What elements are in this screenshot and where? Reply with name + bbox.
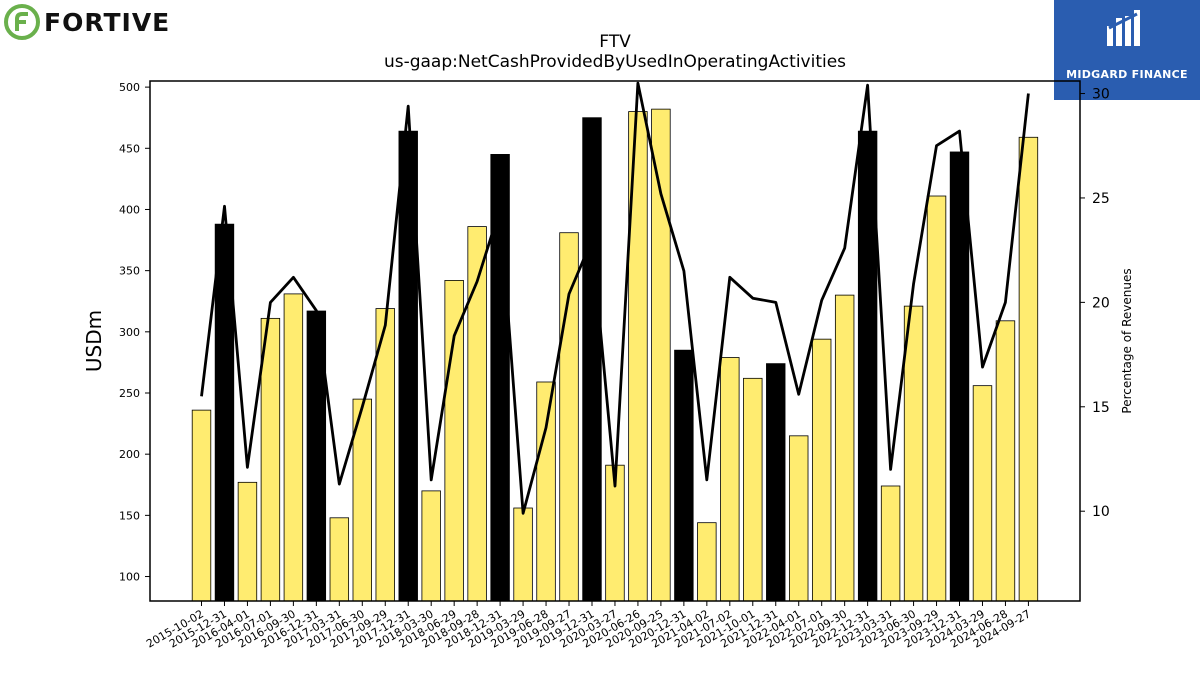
y2-axis-label: Percentage of Revenues xyxy=(1120,268,1134,413)
bar xyxy=(697,522,717,602)
y-tick-label: 350 xyxy=(119,265,140,278)
bar xyxy=(513,507,533,602)
fortive-logo-icon xyxy=(4,4,40,40)
y-tick-label: 100 xyxy=(119,571,140,584)
bar xyxy=(444,280,464,602)
y2-tick-label: 15 xyxy=(1092,400,1110,416)
y-tick-label: 300 xyxy=(119,326,140,339)
bar xyxy=(766,363,786,602)
bar xyxy=(811,338,832,602)
y-tick-label: 150 xyxy=(119,509,140,522)
bar xyxy=(720,357,740,602)
chart-subtitle: us-gaap:NetCashProvidedByUsedInOperating… xyxy=(383,52,847,72)
bar xyxy=(582,117,602,602)
y-tick-label: 200 xyxy=(119,448,140,461)
bar xyxy=(1018,136,1039,602)
y2-tick-label: 25 xyxy=(1092,191,1110,207)
bar xyxy=(674,349,694,602)
midgard-finance-logo: MIDGARD FINANCE xyxy=(1054,0,1200,100)
bar xyxy=(536,381,556,602)
bar xyxy=(834,294,855,602)
bar xyxy=(329,517,350,602)
bar xyxy=(903,305,924,602)
y2-tick-label: 20 xyxy=(1092,295,1110,311)
y2-tick-label: 30 xyxy=(1092,87,1110,103)
bar xyxy=(260,317,281,602)
bar xyxy=(880,485,901,602)
chart-title: FTV xyxy=(599,32,631,52)
y-tick-label: 450 xyxy=(119,142,140,155)
bar xyxy=(926,195,947,602)
bar xyxy=(995,320,1016,602)
bar xyxy=(949,151,970,602)
y-tick-label: 500 xyxy=(119,81,140,94)
bar xyxy=(789,435,809,602)
fortive-logo-text: FORTIVE xyxy=(44,7,171,37)
percentage-line xyxy=(200,81,1030,515)
bar xyxy=(651,108,671,602)
bar xyxy=(559,232,579,602)
fortive-logo: FORTIVE xyxy=(4,4,170,40)
bar xyxy=(972,385,993,602)
bar xyxy=(283,293,304,602)
y-axis-label: USDm xyxy=(82,310,106,372)
y-tick-label: 250 xyxy=(119,387,140,400)
bar xyxy=(237,481,258,602)
bar xyxy=(191,409,212,602)
y2-tick-label: 10 xyxy=(1092,504,1110,520)
midgard-logo-text: MIDGARD FINANCE xyxy=(1066,68,1188,81)
bar xyxy=(421,490,441,602)
y-tick-label: 400 xyxy=(119,203,140,216)
midgard-logo-icon xyxy=(1107,10,1140,46)
bar xyxy=(743,377,763,602)
